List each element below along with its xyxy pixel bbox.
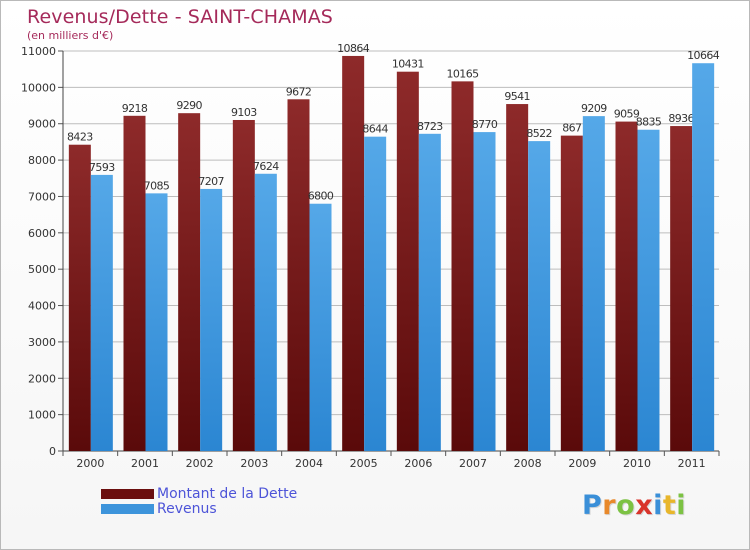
data-label-dette: 8423 bbox=[67, 131, 93, 144]
y-tick-label: 2000 bbox=[28, 372, 56, 385]
logo-letter: r bbox=[602, 490, 617, 521]
chart-subtitle: (en milliers d'€) bbox=[27, 29, 114, 42]
bar-revenus bbox=[692, 63, 715, 452]
legend-swatch-revenus bbox=[101, 504, 154, 514]
x-tick-label: 2002 bbox=[186, 457, 214, 470]
data-label-dette: 9541 bbox=[504, 90, 530, 103]
data-label-dette: 10431 bbox=[392, 58, 424, 71]
y-tick-label: 6000 bbox=[28, 227, 56, 240]
y-tick-label: 4000 bbox=[28, 300, 56, 313]
bar-dette bbox=[342, 55, 365, 451]
bar-dette bbox=[178, 113, 201, 451]
y-tick-label: 9000 bbox=[28, 118, 56, 131]
legend-swatch-dette bbox=[101, 489, 154, 499]
x-tick-label: 2006 bbox=[404, 457, 432, 470]
bar-revenus bbox=[145, 193, 168, 451]
data-label-dette: 10165 bbox=[447, 67, 480, 80]
x-tick-label: 2011 bbox=[678, 457, 706, 470]
data-label-revenus: 9209 bbox=[581, 102, 607, 115]
legend-label-dette: Montant de la Dette bbox=[157, 486, 298, 502]
x-tick-label: 2003 bbox=[240, 457, 268, 470]
x-tick-label: 2007 bbox=[459, 457, 487, 470]
bar-dette bbox=[287, 99, 310, 452]
logo-letter: x bbox=[635, 490, 654, 521]
bar-revenus bbox=[418, 133, 441, 452]
y-tick-label: 11000 bbox=[21, 45, 56, 58]
y-tick-label: 10000 bbox=[21, 81, 56, 94]
data-label-dette: 9290 bbox=[176, 99, 202, 112]
data-label-revenus: 7593 bbox=[89, 161, 115, 174]
bar-revenus bbox=[582, 116, 605, 452]
bar-dette bbox=[232, 119, 255, 452]
legend-label-revenus: Revenus bbox=[157, 501, 217, 517]
bar-dette bbox=[615, 121, 638, 451]
y-tick-label: 3000 bbox=[28, 336, 56, 349]
y-tick-label: 0 bbox=[49, 445, 56, 458]
data-label-dette: 10864 bbox=[337, 42, 370, 55]
x-tick-label: 2000 bbox=[76, 457, 104, 470]
data-label-dette: 867 bbox=[562, 122, 582, 135]
bar-dette bbox=[123, 115, 146, 452]
x-tick-label: 2001 bbox=[131, 457, 159, 470]
data-label-revenus: 7207 bbox=[198, 175, 224, 188]
x-tick-label: 2009 bbox=[568, 457, 596, 470]
data-label-revenus: 8522 bbox=[526, 127, 552, 140]
bar-revenus bbox=[200, 188, 223, 451]
legend-item-dette: Montant de la Dette bbox=[101, 487, 297, 501]
logo-letter: i bbox=[676, 490, 687, 521]
data-label-revenus: 8770 bbox=[472, 118, 498, 131]
legend-item-revenus: Revenus bbox=[101, 502, 217, 516]
y-tick-label: 7000 bbox=[28, 190, 56, 203]
bar-dette bbox=[68, 144, 91, 451]
data-label-revenus: 8835 bbox=[636, 116, 662, 129]
bar-dette bbox=[670, 126, 693, 452]
data-label-revenus: 6800 bbox=[308, 190, 334, 203]
data-label-dette: 9059 bbox=[614, 108, 640, 121]
data-label-dette: 9218 bbox=[122, 102, 148, 115]
bar-revenus bbox=[473, 132, 496, 451]
bar-dette bbox=[451, 81, 474, 451]
logo-letter: i bbox=[653, 490, 663, 521]
bar-dette bbox=[396, 71, 419, 451]
y-tick-label: 1000 bbox=[28, 409, 56, 422]
bar-dette bbox=[560, 135, 583, 452]
bar-revenus bbox=[90, 174, 113, 451]
logo-letter: P bbox=[582, 490, 603, 521]
bar-dette bbox=[506, 104, 529, 452]
data-label-revenus: 7085 bbox=[144, 179, 170, 192]
data-label-revenus: 8644 bbox=[362, 123, 388, 136]
chart-title: Revenus/Dette - SAINT-CHAMAS bbox=[27, 6, 333, 28]
y-tick-label: 8000 bbox=[28, 154, 56, 167]
logo-letter: t bbox=[662, 490, 677, 521]
logo-letter: o bbox=[616, 490, 636, 521]
x-tick-label: 2005 bbox=[350, 457, 378, 470]
data-label-revenus: 7624 bbox=[253, 160, 279, 173]
bar-revenus bbox=[364, 136, 387, 451]
y-tick-label: 5000 bbox=[28, 263, 56, 276]
x-tick-label: 2004 bbox=[295, 457, 323, 470]
bar-revenus bbox=[309, 203, 332, 451]
data-label-dette: 9672 bbox=[286, 85, 312, 98]
x-tick-label: 2010 bbox=[623, 457, 651, 470]
x-tick-label: 2008 bbox=[514, 457, 542, 470]
bar-revenus bbox=[254, 173, 277, 451]
data-label-revenus: 8723 bbox=[417, 120, 443, 133]
data-label-dette: 9103 bbox=[231, 106, 257, 119]
bar-revenus bbox=[637, 129, 660, 451]
data-label-dette: 8936 bbox=[668, 112, 694, 125]
data-label-revenus: 10664 bbox=[687, 49, 720, 62]
bar-revenus bbox=[528, 141, 551, 452]
